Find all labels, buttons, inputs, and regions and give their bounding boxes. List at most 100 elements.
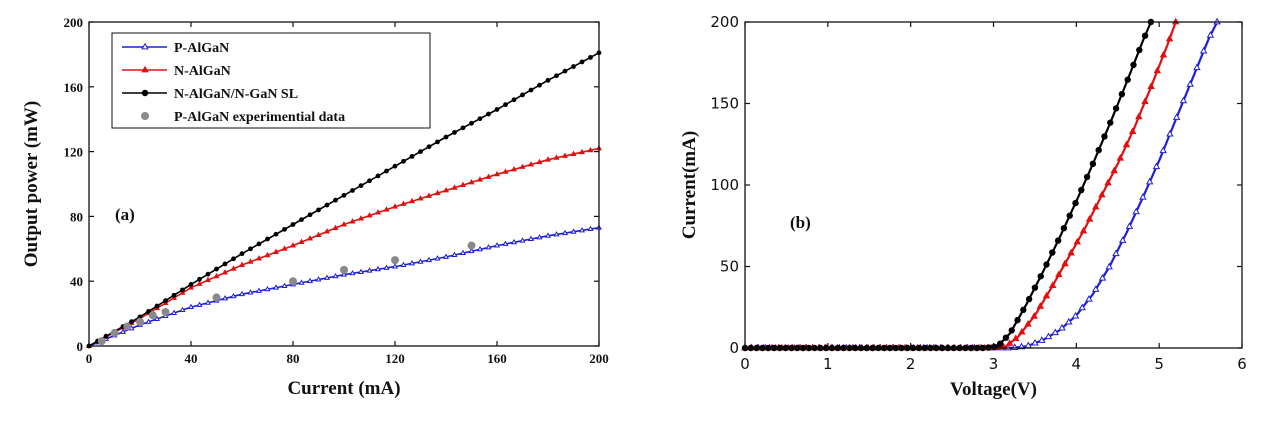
series-marker [408, 259, 416, 266]
data-point [123, 322, 132, 331]
series-marker [196, 301, 203, 307]
plot-frame [744, 21, 1243, 349]
series-marker [1165, 34, 1174, 42]
series-marker [204, 299, 212, 305]
series-marker [1014, 316, 1021, 324]
legend-item: N-AlGaN/N-GaN SL [122, 87, 298, 102]
y-axis-label: Current(mA) [679, 131, 700, 239]
series-marker [426, 144, 432, 150]
series-marker [171, 292, 177, 298]
series-marker [527, 235, 535, 242]
series-marker [1071, 311, 1080, 319]
series-marker [306, 277, 314, 284]
x-tick-label: 160 [487, 351, 507, 366]
series-marker [298, 238, 305, 244]
x-tick-label: 40 [185, 351, 198, 366]
series-marker [129, 319, 134, 325]
legend-marker [141, 112, 149, 120]
series-marker [247, 258, 254, 264]
series-marker [289, 242, 297, 248]
series-marker [383, 264, 390, 270]
series-marker [570, 228, 577, 234]
x-tick-label: 0 [86, 351, 93, 366]
series-marker [1095, 146, 1102, 154]
series-marker [332, 272, 339, 279]
series-marker [1153, 66, 1162, 74]
series-marker [554, 73, 559, 79]
series-marker [991, 343, 998, 351]
series-marker [145, 318, 152, 324]
series-marker [316, 207, 321, 213]
series-marker [119, 328, 127, 334]
series-marker [367, 178, 372, 184]
series-marker [519, 237, 526, 243]
series-marker [256, 241, 262, 247]
series-marker [358, 183, 364, 189]
series-marker [1179, 96, 1188, 104]
series-marker [1037, 273, 1044, 280]
series-marker [579, 59, 585, 65]
x-tick-label: 0 [740, 355, 750, 373]
series-marker [384, 168, 389, 174]
series-marker [333, 197, 338, 203]
series-marker [272, 248, 280, 254]
series-marker [1078, 186, 1085, 194]
x-tick-label: 5 [1154, 355, 1164, 373]
series-marker [1124, 76, 1131, 83]
series-marker [1065, 317, 1073, 325]
series-marker [545, 77, 551, 83]
series-marker [553, 231, 560, 237]
legend-marker [141, 65, 149, 73]
series-marker [417, 258, 424, 264]
data-point [110, 329, 119, 338]
series-marker [502, 168, 509, 174]
series-marker [476, 245, 484, 252]
series-marker [1132, 207, 1140, 215]
series-marker [571, 64, 576, 69]
series-marker [341, 192, 347, 198]
data-point [467, 241, 476, 250]
series-marker [374, 209, 382, 215]
data-point [289, 277, 297, 286]
series-marker [1104, 178, 1112, 186]
series-marker [255, 255, 263, 261]
series-marker [459, 249, 467, 256]
series-marker [528, 87, 534, 93]
series-marker [460, 125, 466, 131]
series-marker [451, 251, 458, 257]
series-marker [1024, 319, 1032, 327]
series-marker [442, 187, 450, 193]
series-marker [536, 234, 543, 240]
series-marker [332, 224, 339, 230]
series-marker [1066, 212, 1073, 219]
series-marker [230, 265, 237, 271]
series-marker [1145, 177, 1154, 185]
series-marker [1005, 339, 1014, 346]
series-marker [366, 212, 373, 218]
series-marker [187, 284, 195, 290]
legend-item: P-AlGaN experimential data [141, 110, 345, 125]
series-marker [486, 111, 491, 117]
series-marker [1110, 166, 1118, 174]
series-marker [1128, 127, 1137, 134]
series-marker [340, 221, 348, 227]
series-marker [255, 287, 263, 293]
series-marker [1186, 80, 1194, 87]
x-tick-label: 4 [1072, 355, 1082, 373]
series-marker [238, 290, 246, 297]
series-marker [281, 282, 288, 288]
series-marker [1136, 46, 1143, 54]
x-tick-label: 1 [823, 355, 833, 373]
series-marker [264, 251, 271, 258]
series-marker [238, 261, 246, 267]
legend-item: N-AlGaN [122, 64, 231, 79]
series-marker [1166, 129, 1174, 137]
series-marker [1089, 160, 1097, 168]
series-marker [468, 247, 475, 254]
series-marker [494, 107, 500, 112]
series-marker [299, 217, 304, 223]
series-marker [1107, 119, 1114, 126]
series-marker [1206, 31, 1215, 38]
series-marker [273, 231, 279, 237]
series-marker [1061, 259, 1069, 267]
